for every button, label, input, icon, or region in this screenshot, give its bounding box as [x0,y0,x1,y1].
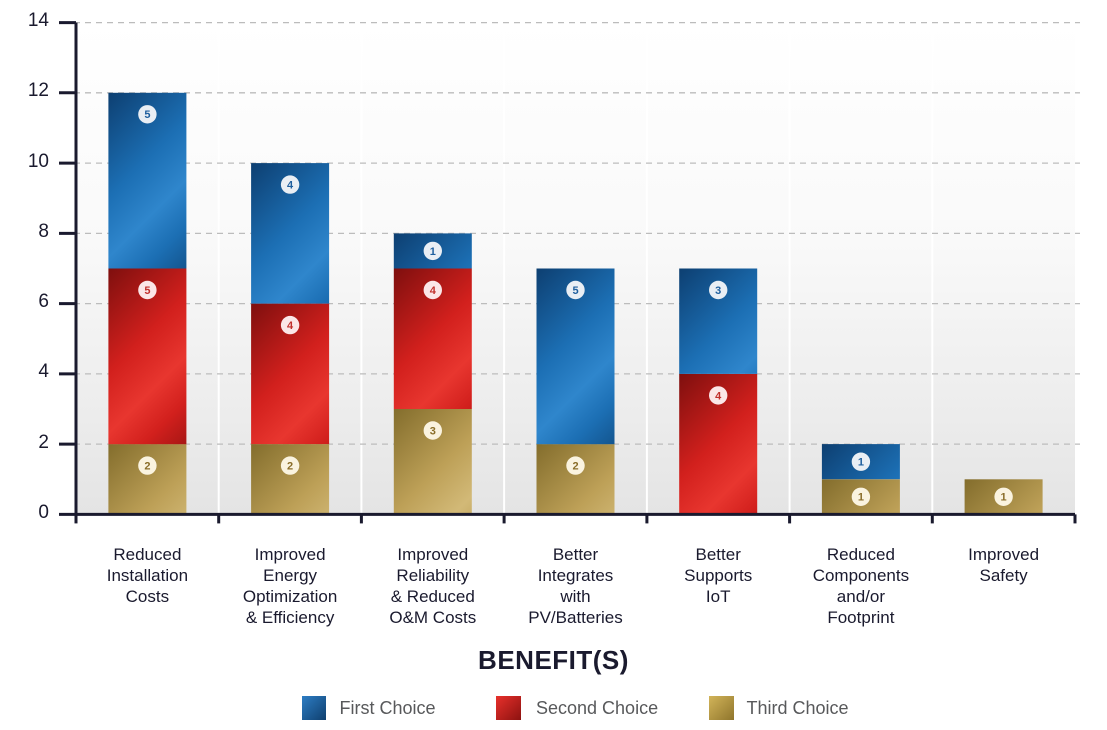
svg-text:5: 5 [572,285,578,297]
svg-text:1: 1 [858,457,864,469]
svg-text:3: 3 [430,425,436,437]
svg-text:4: 4 [287,320,294,332]
svg-text:1: 1 [430,246,436,258]
svg-text:2: 2 [144,461,150,473]
svg-text:4: 4 [715,390,722,402]
svg-text:1: 1 [858,492,864,504]
svg-text:3: 3 [715,285,721,297]
svg-text:5: 5 [144,109,150,121]
svg-text:2: 2 [572,461,578,473]
svg-text:4: 4 [430,285,437,297]
svg-text:4: 4 [287,180,294,192]
svg-text:5: 5 [144,285,150,297]
svg-text:2: 2 [287,461,293,473]
svg-text:1: 1 [1001,492,1007,504]
